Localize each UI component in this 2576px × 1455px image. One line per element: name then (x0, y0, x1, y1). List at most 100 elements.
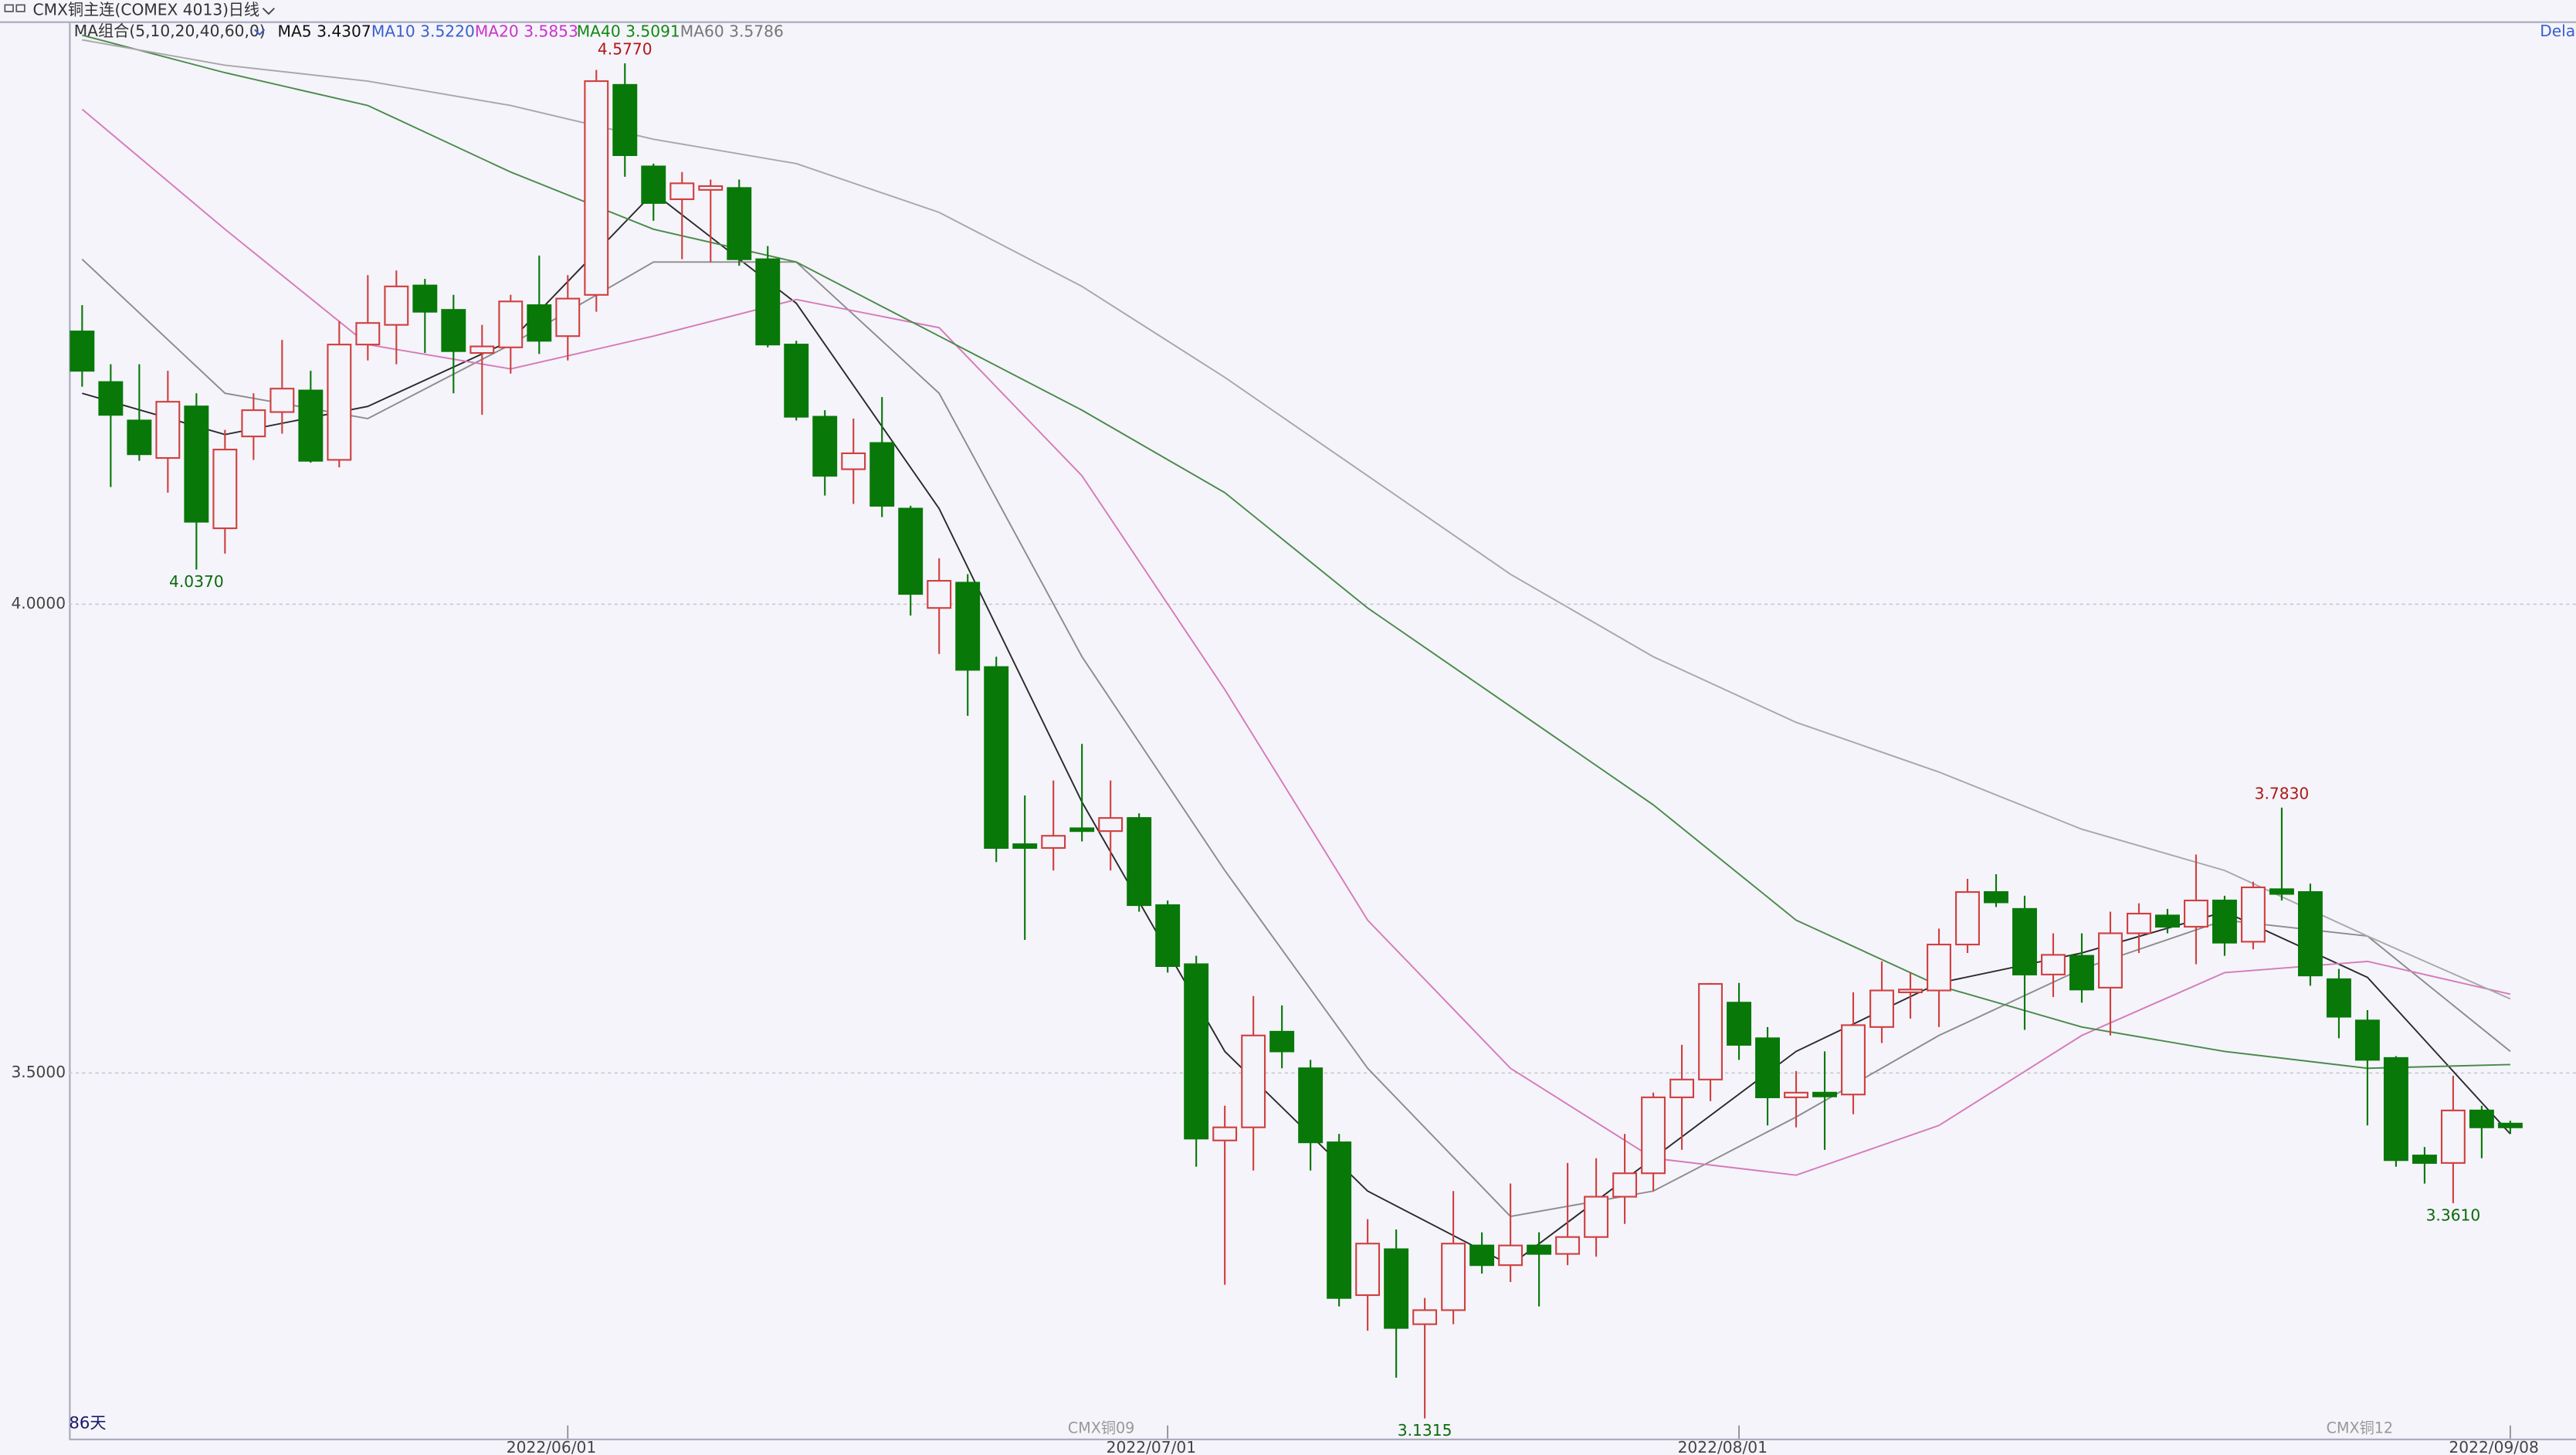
candle-body (1355, 1243, 1381, 1297)
legend-name: MA20 (475, 22, 519, 40)
candle-body (1098, 817, 1124, 833)
candle-body (1498, 1244, 1524, 1267)
icon-part (4, 4, 14, 12)
candle-body (1469, 1244, 1495, 1267)
legend-name: MA10 (371, 22, 415, 40)
candle-body (784, 344, 809, 418)
candle-body (2127, 912, 2151, 934)
candle-body (2354, 1019, 2380, 1061)
candle-body (1327, 1141, 1352, 1299)
candle-body (2041, 954, 2066, 975)
ma-line (82, 39, 2511, 1000)
legend-name: MA60 (680, 22, 724, 40)
legend-value: 3.5786 (729, 22, 784, 40)
candle-body (155, 401, 181, 460)
candle-body (2012, 907, 2037, 975)
candle-body (1669, 1078, 1695, 1098)
legend-entry: MA5 3.4307 (278, 22, 371, 40)
ma-line (81, 108, 2511, 1176)
candle-body (1441, 1243, 1466, 1311)
candle-body (841, 452, 866, 470)
candle-body (1127, 817, 1152, 907)
candle-body (412, 284, 438, 313)
candle-body (1041, 835, 1066, 850)
chart-icon[interactable] (4, 4, 25, 12)
candle-body (2212, 899, 2237, 944)
candle-body (612, 83, 638, 156)
candle-body (355, 322, 381, 346)
candle-body (669, 182, 695, 201)
candle-body (1612, 1172, 1638, 1198)
legend-name: MA40 (577, 22, 621, 40)
candle-body (641, 165, 666, 204)
period-chevron[interactable] (262, 7, 275, 15)
y-tick-label: 4.0000 (11, 594, 66, 612)
candle-body (1698, 982, 1724, 1080)
candle-body (2326, 978, 2351, 1018)
candle-body (927, 579, 952, 609)
candle-body (869, 442, 895, 507)
contract-annotation: CMX铜12 (2327, 1419, 2393, 1436)
candle-body (2269, 888, 2294, 895)
candle-body (1555, 1236, 1581, 1255)
candle-body (1212, 1126, 1238, 1141)
low-label: 3.1315 (1398, 1421, 1452, 1440)
x-tick-label: 2022/07/01 (1107, 1438, 1196, 1455)
candle-body (298, 389, 324, 462)
candle-body (327, 344, 352, 461)
candle-body (2412, 1155, 2437, 1164)
candle-body (384, 285, 409, 326)
legend-value: 3.5220 (420, 22, 475, 40)
candle-body (2297, 890, 2323, 977)
x-tick-label: 2022/09/08 (2449, 1438, 2538, 1455)
instrument-title[interactable]: CMX铜主连(COMEX 4013) (33, 0, 229, 19)
low-label: 4.0370 (169, 572, 224, 591)
candle-body (1527, 1244, 1552, 1255)
candle-body (241, 409, 266, 438)
candle-body (555, 297, 581, 337)
candle-body (2240, 886, 2266, 943)
candle-body (727, 187, 752, 260)
legend-value: 3.4307 (317, 22, 371, 40)
indicator-label[interactable]: MA组合(5,10,20,40,60,0) (74, 22, 266, 40)
candle-body (527, 304, 552, 342)
candle-body (184, 405, 209, 523)
candle-body (1869, 989, 1894, 1028)
legend-entry: MA60 3.5786 (680, 22, 784, 40)
candle-body (1241, 1034, 1266, 1128)
candle-body (1841, 1024, 1866, 1096)
candle-body (812, 415, 838, 477)
corner-text: Dela (2540, 22, 2575, 40)
candle-body (955, 582, 981, 671)
legend-entry: MA20 3.5853 (475, 22, 578, 40)
candle-body (98, 381, 124, 416)
indicator-chevron[interactable] (254, 29, 266, 36)
high-label: 4.5770 (598, 39, 652, 58)
candle-body (1012, 843, 1038, 850)
contract-annotation: CMX铜09 (1068, 1419, 1134, 1436)
candle-body (584, 80, 609, 296)
candle-body (2440, 1109, 2466, 1164)
period-selector[interactable]: 日线 (229, 0, 259, 19)
candle-body (1784, 1091, 1808, 1098)
x-tick-label: 2022/06/01 (507, 1438, 596, 1455)
candle-body (984, 666, 1009, 850)
candle-body (1984, 890, 2008, 904)
candle-body (1298, 1067, 1324, 1144)
legend-entry: MA10 3.5220 (371, 22, 475, 40)
day-count: 86天 (69, 1414, 106, 1433)
candle-body (1384, 1248, 1409, 1329)
candle-body (2069, 955, 2094, 991)
candle-body (2098, 932, 2123, 989)
candle-body (1727, 1002, 1752, 1046)
legend-value: 3.5853 (524, 22, 578, 40)
ma-line (82, 34, 2510, 1070)
x-tick-label: 2022/08/01 (1678, 1438, 1768, 1455)
legend-name: MA5 (278, 22, 312, 40)
y-tick-label: 3.5000 (11, 1063, 66, 1081)
candle-body (69, 331, 95, 372)
candle-body (1927, 943, 1951, 992)
candle-body (1955, 890, 1980, 946)
